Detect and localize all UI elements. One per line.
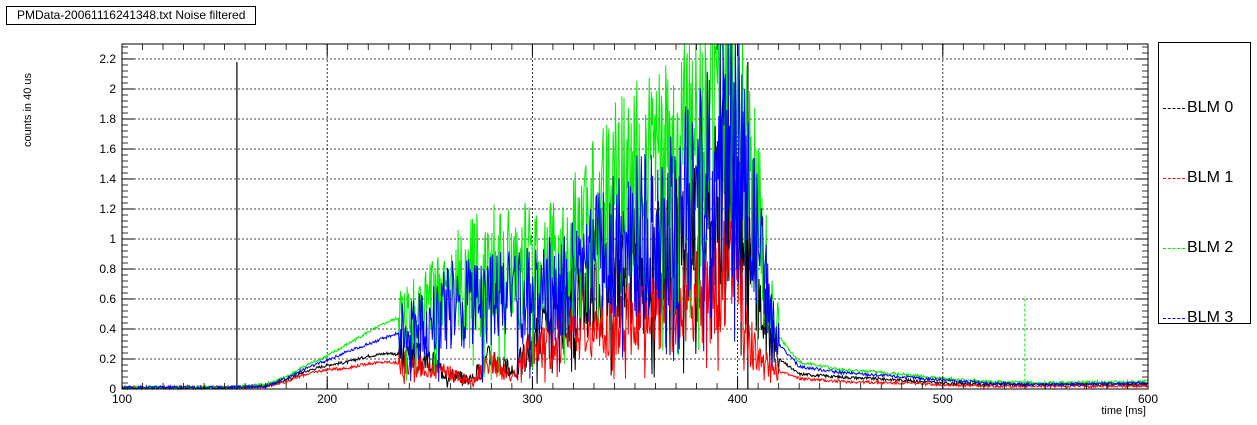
- y-tick-label-5: 1: [109, 232, 116, 246]
- legend-item-blm-3: BLM 3: [1159, 308, 1250, 328]
- x-tick-label-1: 200: [317, 392, 337, 406]
- y-tick-label-4: 0.8: [99, 262, 116, 276]
- y-tick-label-6: 1.2: [99, 202, 116, 216]
- x-tick-label-0: 100: [112, 392, 132, 406]
- x-axis-label: time [ms]: [1101, 405, 1146, 417]
- legend-item-blm-1: BLM 1: [1159, 168, 1250, 188]
- y-tick-label-7: 1.4: [99, 172, 116, 186]
- y-tick-label-2: 0.4: [99, 322, 116, 336]
- chart-title: PMData-20061116241348.txt Noise filtered: [6, 6, 257, 25]
- x-tick-label-2: 300: [522, 392, 542, 406]
- legend-item-blm-0: BLM 0: [1159, 98, 1250, 118]
- series-line-blm-2: [121, 43, 1148, 391]
- legend-label-blm-3: BLM 3: [1187, 309, 1234, 326]
- legend-swatch-blm-0: [1163, 108, 1185, 109]
- y-tick-label-3: 0.6: [99, 292, 116, 306]
- y-tick-label-9: 1.8: [99, 112, 116, 126]
- x-tick-label-5: 600: [1138, 392, 1158, 406]
- legend-label-blm-1: BLM 1: [1187, 169, 1234, 186]
- legend-swatch-blm-1: [1163, 178, 1185, 179]
- legend-swatch-blm-2: [1163, 248, 1185, 249]
- legend: BLM 0 BLM 1 BLM 2 BLM 3: [1158, 42, 1251, 326]
- legend-label-blm-0: BLM 0: [1187, 99, 1234, 116]
- legend-swatch-blm-3: [1163, 318, 1185, 319]
- y-tick-label-1: 0.2: [99, 352, 116, 366]
- legend-item-blm-2: BLM 2: [1159, 238, 1250, 258]
- x-tick-label-3: 400: [728, 392, 748, 406]
- series-line-blm-3: [121, 43, 1148, 391]
- y-tick-label-10: 2: [109, 82, 116, 96]
- y-tick-label-8: 1.6: [99, 142, 116, 156]
- series-line-blm-1: [121, 199, 1148, 391]
- legend-label-blm-2: BLM 2: [1187, 239, 1234, 256]
- y-tick-label-11: 2.2: [99, 52, 116, 66]
- x-tick-label-4: 500: [933, 392, 953, 406]
- y-axis-label: counts in 40 us: [22, 73, 34, 147]
- y-tick-label-0: 0: [109, 382, 116, 396]
